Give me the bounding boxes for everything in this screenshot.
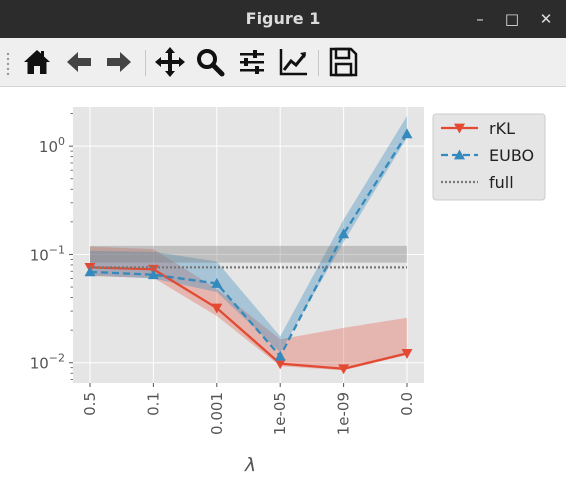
back-button[interactable] — [61, 44, 97, 80]
navigation-toolbar — [0, 38, 566, 87]
toolbar-separator — [318, 50, 319, 76]
home-icon — [19, 44, 55, 80]
legend-label-rkl: rKL — [489, 119, 515, 138]
legend-label-eubo: EUBO — [489, 146, 534, 165]
subplots-button[interactable] — [234, 44, 270, 80]
y-tick-label: 10−1 — [30, 243, 65, 264]
edit-axis-button[interactable] — [276, 44, 312, 80]
line-chart: 10−2 10−1 100 0.5 0.1 0.001 1e-05 1e-09 0.0 λ rKL E… — [0, 87, 566, 492]
close-button[interactable]: ✕ — [533, 6, 559, 32]
x-tick-label: 1e-05 — [271, 392, 289, 435]
pan-button[interactable] — [152, 44, 188, 80]
y-tick-label: 100 — [39, 135, 65, 156]
x-tick-label: 0.1 — [144, 392, 162, 416]
arrow-left-icon — [61, 44, 97, 80]
move-icon — [152, 44, 188, 80]
toolbar-grip-icon — [5, 51, 11, 75]
x-tick-label: 1e-09 — [335, 392, 353, 435]
x-tick-label: 0.001 — [208, 392, 226, 435]
x-tick-label: 0.5 — [81, 392, 99, 416]
home-button[interactable] — [19, 44, 55, 80]
toolbar-separator — [145, 50, 146, 76]
figure-canvas: 10−2 10−1 100 0.5 0.1 0.001 1e-05 1e-09 0.0 λ rKL E… — [0, 87, 566, 492]
forward-button[interactable] — [101, 44, 137, 80]
x-axis-label: λ — [244, 454, 256, 476]
zoom-button[interactable] — [192, 44, 228, 80]
minimize-button[interactable]: – — [467, 6, 493, 32]
legend: rKL EUBO full — [433, 114, 545, 200]
legend-label-full: full — [489, 173, 514, 192]
confidence-band-full — [90, 246, 407, 263]
floppy-disk-icon — [325, 44, 361, 80]
magnifier-icon — [192, 44, 228, 80]
maximize-button[interactable]: □ — [499, 6, 525, 32]
line-chart-icon — [276, 44, 312, 80]
sliders-icon — [234, 44, 270, 80]
window-title-bar: Figure 1 – □ ✕ — [0, 0, 566, 38]
save-button[interactable] — [325, 44, 361, 80]
y-tick-label: 10−2 — [30, 352, 65, 373]
x-tick-label: 0.0 — [398, 392, 416, 416]
arrow-right-icon — [101, 44, 137, 80]
